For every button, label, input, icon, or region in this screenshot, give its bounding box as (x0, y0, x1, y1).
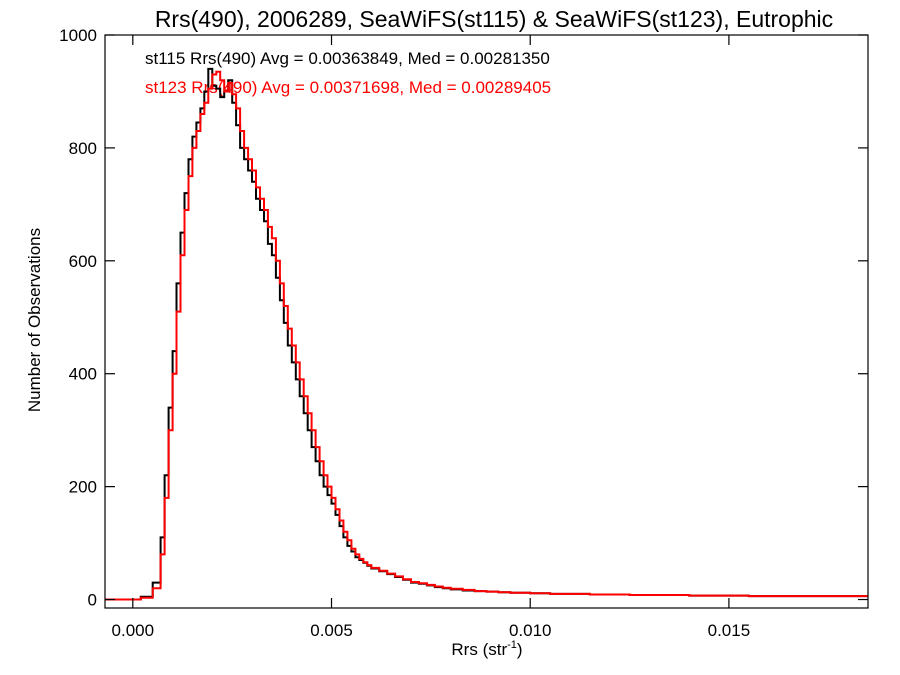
x-axis: 0.000 0.005 0.010 0.015 (112, 35, 751, 640)
x-tick-label: 0.005 (310, 621, 353, 640)
x-axis-label-superscript: -1 (507, 639, 517, 651)
y-tick-label: 600 (69, 252, 97, 271)
plot-frame (104, 34, 869, 609)
chart-title: Rrs(490), 2006289, SeaWiFS(st115) & SeaW… (155, 6, 833, 32)
x-tick-label: 0.000 (112, 621, 155, 640)
x-tick-label: 0.010 (509, 621, 552, 640)
y-tick-label: 800 (69, 139, 97, 158)
y-tick-label: 1000 (59, 26, 97, 45)
y-tick-label: 400 (69, 365, 97, 384)
x-axis-label: Rrs (str-1) (451, 639, 522, 659)
x-axis-label-text: Rrs (str (451, 640, 507, 659)
annotation-st123: st123 Rrs(490) Avg = 0.00371698, Med = 0… (145, 78, 551, 97)
y-axis: 0 200 400 600 800 1000 (59, 26, 868, 610)
y-tick-label: 200 (69, 478, 97, 497)
series-layer (105, 67, 868, 601)
y-axis-label: Number of Observations (25, 228, 44, 412)
annotation-st115: st115 Rrs(490) Avg = 0.00363849, Med = 0… (145, 49, 550, 68)
series-line-0 (105, 67, 868, 601)
series-line-1 (105, 70, 868, 601)
x-tick-label: 0.015 (708, 621, 751, 640)
y-tick-label: 0 (88, 591, 97, 610)
x-axis-label-suffix: ) (517, 640, 523, 659)
